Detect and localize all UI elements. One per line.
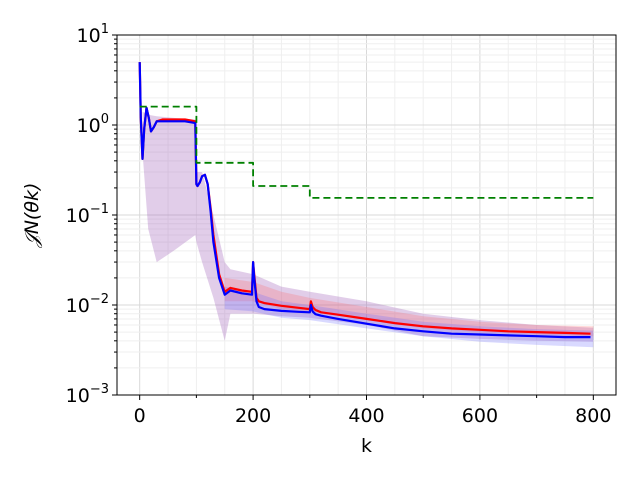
x-tick-label: 800	[575, 405, 611, 427]
confidence-band	[224, 286, 594, 348]
y-tick-label: 10−3	[66, 382, 109, 407]
y-tick-label: 10−1	[66, 202, 109, 227]
x-tick-label: 200	[235, 405, 271, 427]
x-axis-label: k	[361, 435, 372, 457]
series-line	[138, 62, 591, 339]
x-tick-label: 0	[134, 405, 146, 427]
x-tick-label: 400	[348, 405, 384, 427]
y-tick-label: 100	[77, 112, 109, 137]
x-tick-label: 600	[462, 405, 498, 427]
series-line-dashed	[139, 105, 594, 199]
series-lines	[138, 62, 594, 339]
y-axis-label: 𝒥N(θk)	[21, 183, 43, 249]
